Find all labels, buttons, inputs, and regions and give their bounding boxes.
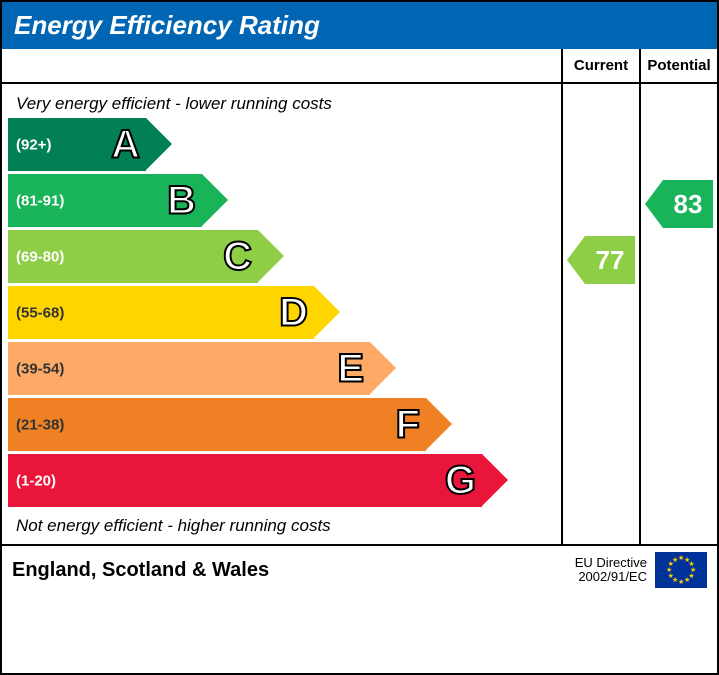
header-row: Current Potential — [2, 49, 717, 84]
band-bar-f: (21-38) F — [8, 398, 452, 451]
band-row-d: (55-68) D — [8, 286, 561, 339]
directive-line1: EU Directive — [575, 556, 647, 570]
eu-star-icon: ★ — [672, 556, 678, 564]
band-range-e: (39-54) — [16, 360, 64, 377]
band-bar-d: (55-68) D — [8, 286, 340, 339]
band-range-a: (92+) — [16, 136, 51, 153]
directive-line2: 2002/91/EC — [575, 570, 647, 584]
band-bar-e: (39-54) E — [8, 342, 396, 395]
band-letter-d: D — [279, 290, 308, 335]
band-range-b: (81-91) — [16, 192, 64, 209]
header-potential: Potential — [639, 49, 717, 82]
column-potential: 83 — [639, 84, 717, 544]
band-row-b: (81-91) B — [8, 174, 561, 227]
band-bar-g: (1-20) G — [8, 454, 508, 507]
band-bar-c: (69-80) C — [8, 230, 284, 283]
band-row-e: (39-54) E — [8, 342, 561, 395]
band-row-c: (69-80) C — [8, 230, 561, 283]
band-row-f: (21-38) F — [8, 398, 561, 451]
eu-star-icon: ★ — [684, 576, 690, 584]
pointer-potential: 83 — [645, 180, 713, 228]
footer-region: England, Scotland & Wales — [12, 559, 575, 582]
band-row-g: (1-20) G — [8, 454, 561, 507]
footer-directive: EU Directive 2002/91/EC — [575, 556, 647, 585]
band-letter-f: F — [396, 402, 420, 447]
band-row-a: (92+) A — [8, 118, 561, 171]
band-letter-a: A — [111, 122, 140, 167]
pointer-potential-value: 83 — [663, 180, 713, 228]
epc-chart: Energy Efficiency Rating Current Potenti… — [0, 0, 719, 675]
band-letter-g: G — [445, 458, 476, 503]
band-range-g: (1-20) — [16, 472, 56, 489]
band-letter-b: B — [167, 178, 196, 223]
note-top: Very energy efficient - lower running co… — [8, 88, 561, 118]
bars-column: Very energy efficient - lower running co… — [2, 84, 561, 544]
band-range-f: (21-38) — [16, 416, 64, 433]
footer: England, Scotland & Wales EU Directive 2… — [2, 544, 717, 594]
pointer-current: 77 — [567, 236, 635, 284]
column-current: 77 — [561, 84, 639, 544]
header-spacer — [2, 49, 561, 82]
note-bottom: Not energy efficient - higher running co… — [8, 510, 561, 540]
band-letter-e: E — [337, 346, 364, 391]
band-range-c: (69-80) — [16, 248, 64, 265]
band-letter-c: C — [223, 234, 252, 279]
eu-flag-icon: ★★★★★★★★★★★★ — [655, 552, 707, 588]
header-current: Current — [561, 49, 639, 82]
eu-star-icon: ★ — [678, 578, 684, 586]
band-bar-a: (92+) A — [8, 118, 172, 171]
body-row: Very energy efficient - lower running co… — [2, 84, 717, 544]
pointer-current-value: 77 — [585, 236, 635, 284]
band-range-d: (55-68) — [16, 304, 64, 321]
chart-title: Energy Efficiency Rating — [2, 2, 717, 49]
band-bar-b: (81-91) B — [8, 174, 228, 227]
